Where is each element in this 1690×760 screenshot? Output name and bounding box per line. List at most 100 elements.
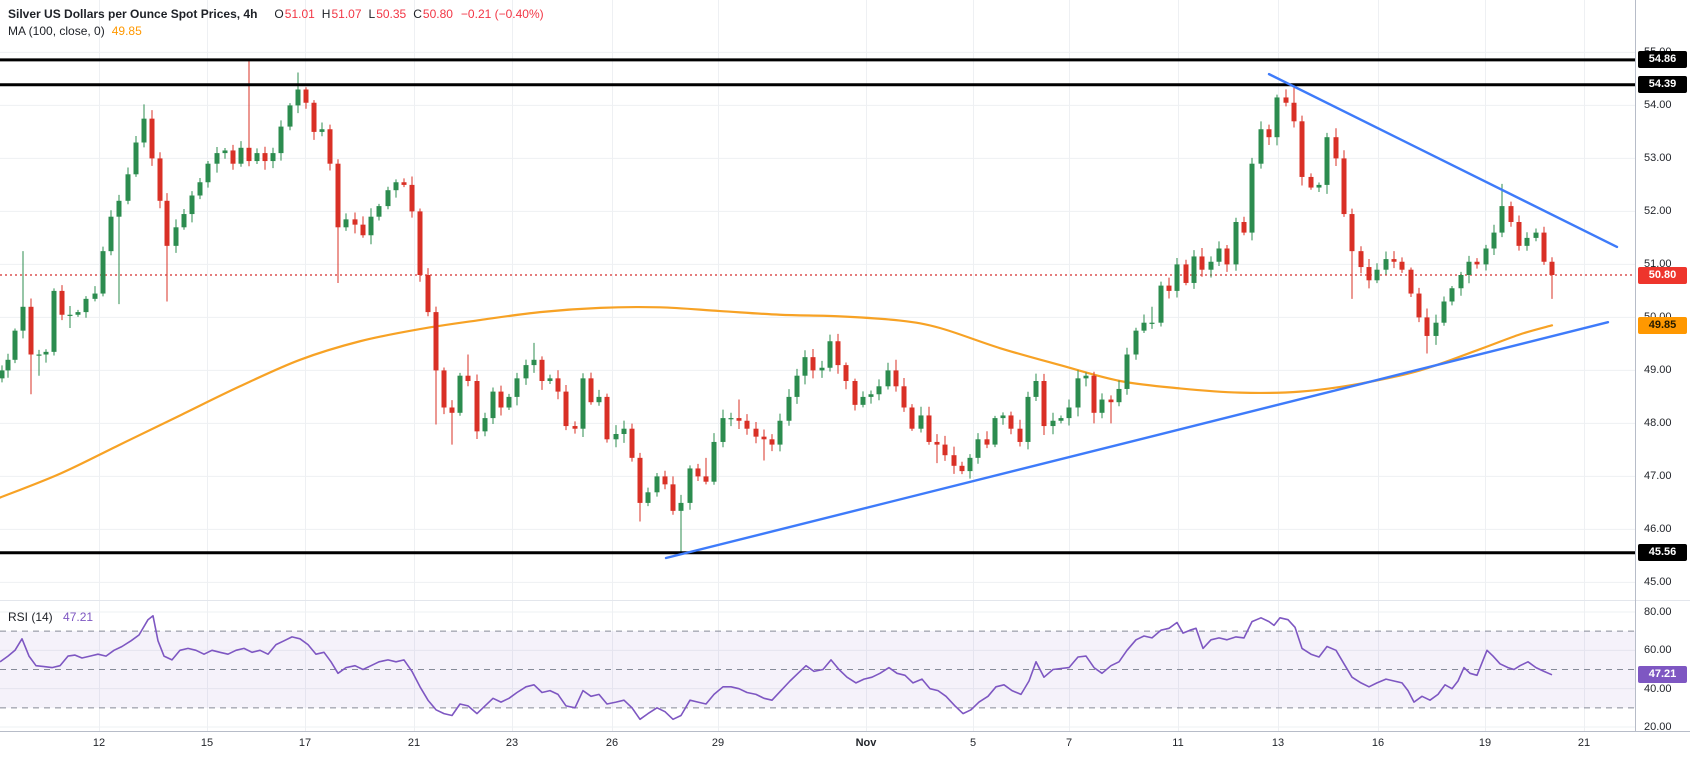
price-axis-label: 52.00 bbox=[1644, 205, 1672, 218]
candle-body bbox=[909, 407, 915, 429]
candle bbox=[449, 400, 455, 445]
date-axis-label: 11 bbox=[1172, 737, 1184, 749]
candle bbox=[83, 296, 89, 318]
candle-body bbox=[678, 502, 684, 511]
candle-body bbox=[1491, 232, 1497, 249]
price-axis-label: 49.00 bbox=[1644, 364, 1672, 377]
rsi-value-badge: 47.21 bbox=[1638, 666, 1687, 684]
candle-body bbox=[262, 153, 268, 162]
candle bbox=[909, 404, 915, 431]
candle bbox=[1491, 224, 1497, 256]
ma100-line[interactable] bbox=[0, 305, 1554, 499]
candle bbox=[368, 208, 374, 245]
candle-body bbox=[1083, 375, 1089, 379]
rsi-line[interactable] bbox=[0, 614, 1553, 721]
symbol-title[interactable]: Silver US Dollars per Ounce Spot Prices,… bbox=[8, 6, 258, 21]
rsi-axis-label: 20.00 bbox=[1644, 721, 1672, 733]
candle-body bbox=[1199, 256, 1205, 270]
candle bbox=[51, 288, 57, 356]
candle-body bbox=[1324, 137, 1330, 185]
candle bbox=[92, 286, 98, 302]
trendline-ascending[interactable] bbox=[664, 320, 1610, 560]
candle bbox=[1541, 226, 1547, 265]
candle bbox=[1458, 271, 1464, 296]
symbol-legend: Silver US Dollars per Ounce Spot Prices,… bbox=[8, 5, 544, 39]
candle-body bbox=[311, 102, 317, 132]
candle bbox=[1399, 257, 1405, 273]
candle bbox=[1308, 173, 1314, 190]
candle-body bbox=[753, 428, 759, 437]
candle-body bbox=[975, 439, 981, 458]
candle-body bbox=[287, 105, 293, 127]
candle bbox=[1533, 228, 1539, 242]
candle-body bbox=[769, 439, 775, 445]
candle bbox=[189, 191, 195, 223]
candle bbox=[868, 390, 874, 404]
candle bbox=[425, 268, 431, 317]
candle-body bbox=[75, 312, 81, 315]
candle-body bbox=[810, 357, 816, 371]
candle bbox=[1549, 257, 1555, 299]
candle-body bbox=[1524, 237, 1530, 246]
candle-body bbox=[482, 418, 488, 432]
candle-body bbox=[1474, 261, 1480, 265]
candle bbox=[572, 421, 578, 434]
candle bbox=[1524, 232, 1530, 251]
candle-body bbox=[149, 118, 155, 159]
candle bbox=[1508, 201, 1514, 227]
candle bbox=[490, 387, 496, 424]
candle-body bbox=[1124, 354, 1130, 389]
candle-body bbox=[868, 394, 874, 397]
candle bbox=[720, 409, 726, 448]
candle bbox=[474, 374, 480, 439]
candle-body bbox=[523, 365, 529, 379]
candle-body bbox=[926, 415, 932, 442]
ma-indicator-label[interactable]: MA (100, close, 0) bbox=[8, 23, 105, 38]
candle bbox=[1349, 208, 1355, 299]
candle bbox=[335, 159, 341, 283]
candle bbox=[254, 148, 260, 164]
candle-body bbox=[1000, 415, 1006, 419]
candle-body bbox=[368, 216, 374, 236]
candle bbox=[1199, 247, 1205, 277]
candle bbox=[214, 147, 220, 173]
candle bbox=[1083, 372, 1089, 387]
candle-body bbox=[67, 314, 73, 316]
candle-body bbox=[1291, 102, 1297, 122]
candle-body bbox=[794, 375, 800, 397]
candle bbox=[1000, 412, 1006, 425]
candle-body bbox=[409, 184, 415, 212]
candle bbox=[819, 360, 825, 378]
candle bbox=[441, 367, 447, 415]
candle-body bbox=[555, 378, 561, 392]
candle-body bbox=[1358, 251, 1364, 268]
candle-body bbox=[393, 182, 399, 191]
candle bbox=[678, 494, 684, 553]
candle-body bbox=[967, 457, 973, 472]
candle bbox=[278, 120, 284, 161]
candle-body bbox=[992, 418, 998, 445]
candle bbox=[457, 372, 463, 416]
time-axis[interactable]: 12 15 17 21 23 26 29 Nov 5 7 11 13 16 19 21 bbox=[0, 731, 1690, 760]
candle-body bbox=[786, 396, 792, 421]
candle-body bbox=[711, 441, 717, 482]
trendline-descending[interactable] bbox=[1267, 72, 1619, 249]
candle bbox=[860, 391, 866, 408]
candle-body bbox=[951, 455, 957, 466]
candle-body bbox=[1033, 381, 1039, 397]
price-axis[interactable]: 55.0054.0053.0052.0051.0050.0049.0048.00… bbox=[1635, 0, 1690, 733]
rsi-indicator-label[interactable]: RSI (14) bbox=[8, 610, 53, 624]
candle-body bbox=[1191, 256, 1197, 283]
candle bbox=[926, 406, 932, 445]
candle bbox=[303, 87, 309, 109]
candle-body bbox=[959, 465, 965, 472]
symbol-legend-row: Silver US Dollars per Ounce Spot Prices,… bbox=[8, 5, 544, 22]
candle-body bbox=[629, 428, 635, 458]
candle bbox=[967, 454, 973, 479]
candle bbox=[942, 435, 948, 461]
candle-body bbox=[1108, 399, 1114, 403]
rsi-axis-label: 60.00 bbox=[1644, 644, 1672, 657]
candle-body bbox=[835, 341, 841, 366]
candle bbox=[1133, 327, 1139, 360]
